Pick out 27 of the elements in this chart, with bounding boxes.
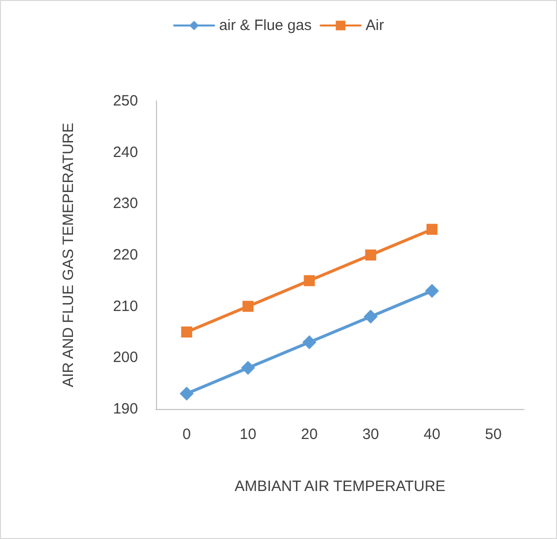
point [364,310,378,324]
y-tick-label: 250 [112,92,138,110]
y-tick-label: 210 [112,298,138,315]
y-tick-label: 240 [112,144,138,161]
point [302,335,316,350]
x-tick-label: 10 [240,426,256,443]
point [304,275,315,286]
y-tick-label: 230 [112,195,138,212]
y-axis-title: AIR AND FLUE GAS TEMEPERATURE [60,122,77,388]
y-tick-label: 220 [112,246,138,264]
point [425,284,439,298]
point [365,250,376,260]
legend-label: air & Flue gas [219,17,312,34]
point [241,360,255,375]
x-tick-label: 40 [424,426,440,443]
x-tick-label: 20 [300,426,318,443]
point [426,224,438,235]
y-tick-label: 190 [112,400,138,418]
point [180,386,194,401]
point [242,300,254,312]
point [181,326,192,338]
x-tick-label: 50 [484,426,502,443]
y-tick-label: 200 [112,349,138,366]
legend-label: Air [366,17,384,34]
x-tick-label: 0 [182,426,191,443]
x-tick-label: 30 [362,426,380,443]
x-axis-title: AMBIANT AIR TEMPERATURE [234,478,446,495]
